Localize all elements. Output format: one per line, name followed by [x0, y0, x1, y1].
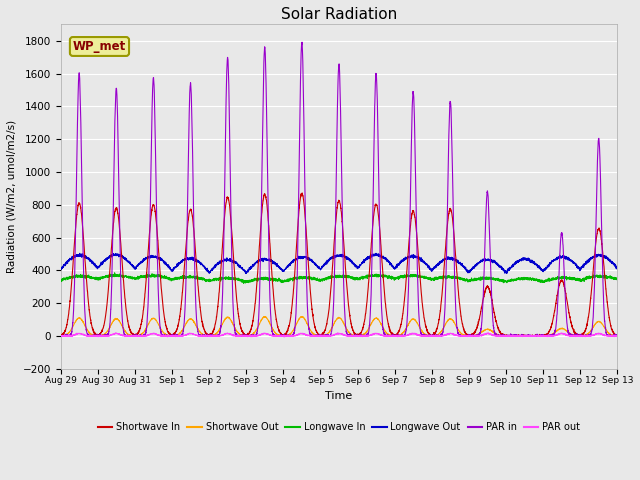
- Title: Solar Radiation: Solar Radiation: [281, 7, 397, 22]
- Text: WP_met: WP_met: [73, 40, 126, 53]
- Legend: Shortwave In, Shortwave Out, Longwave In, Longwave Out, PAR in, PAR out: Shortwave In, Shortwave Out, Longwave In…: [93, 419, 584, 436]
- Y-axis label: Radiation (W/m2, umol/m2/s): Radiation (W/m2, umol/m2/s): [7, 120, 17, 273]
- X-axis label: Time: Time: [325, 391, 353, 401]
